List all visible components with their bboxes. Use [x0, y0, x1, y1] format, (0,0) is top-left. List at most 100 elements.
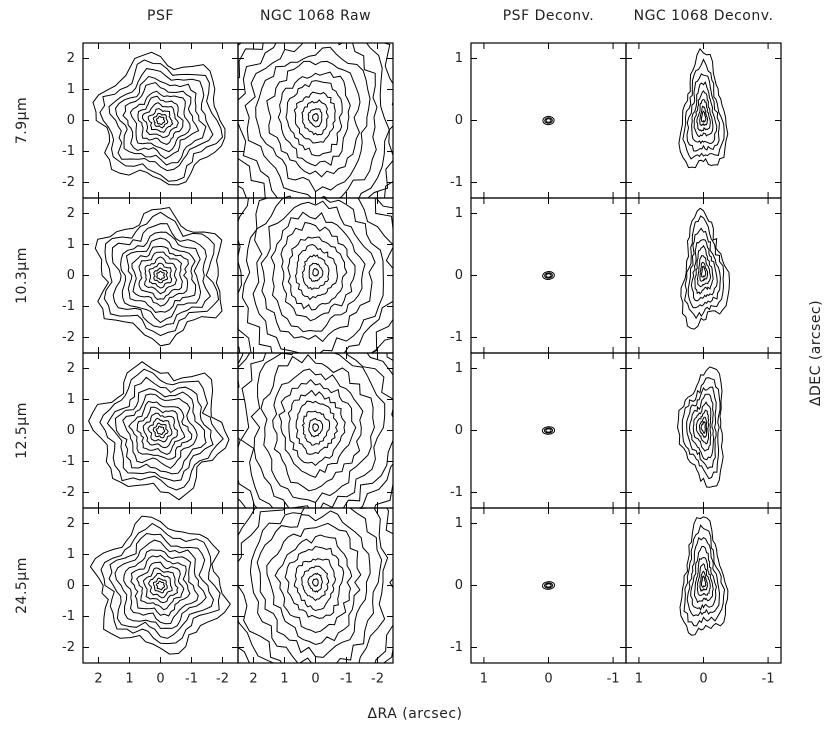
contour [293, 91, 336, 144]
contour [544, 272, 553, 279]
contour [542, 270, 555, 281]
x-tick-label: 1 [635, 672, 643, 687]
contour [155, 580, 166, 591]
contour [94, 206, 223, 347]
contour [238, 43, 390, 198]
contour [693, 90, 714, 138]
panel [238, 508, 393, 663]
y-tick-label: 0 [67, 578, 75, 593]
y-tick-label: -1 [62, 454, 75, 469]
panel-frame [625, 197, 782, 354]
contour [128, 400, 193, 460]
contour [250, 353, 386, 508]
panel [92, 51, 226, 186]
y-tick-label: -1 [62, 299, 75, 314]
x-tick-label: -1 [607, 672, 620, 687]
contour [686, 536, 721, 617]
column-title: PSF [147, 8, 174, 24]
row-label: 12.5μm [14, 402, 30, 459]
y-tick-label: 1 [67, 547, 75, 562]
contour [312, 423, 320, 433]
contour [692, 401, 712, 452]
y-tick-label: -2 [62, 175, 75, 190]
contour [545, 428, 552, 433]
panel-frame [82, 197, 239, 354]
y-tick-label: 1 [455, 516, 463, 531]
contour [238, 508, 393, 663]
x-tick-label: -1 [762, 672, 775, 687]
contour [260, 354, 375, 504]
contour [301, 565, 330, 602]
contour [142, 412, 179, 449]
contour [694, 244, 714, 295]
contour [545, 583, 552, 588]
contour [138, 251, 183, 300]
panel-frame [470, 352, 627, 509]
y-tick-label: 0 [67, 423, 75, 438]
y-tick-label: -1 [450, 485, 463, 500]
contour [103, 211, 220, 337]
panel [94, 206, 223, 347]
x-tick-label: 0 [699, 672, 707, 687]
y-tick-label: -1 [450, 330, 463, 345]
contour [130, 554, 191, 617]
contour [100, 522, 221, 645]
contour [114, 539, 207, 629]
y-tick-label: 0 [455, 578, 463, 593]
contour [252, 198, 384, 353]
x-tick-label: 2 [94, 672, 102, 687]
contour [238, 353, 393, 508]
row-label: 10.3μm [14, 247, 30, 304]
contour [156, 115, 166, 126]
contour [277, 71, 351, 167]
y-tick-label: 2 [67, 516, 75, 531]
contour [699, 105, 709, 127]
contour [136, 406, 186, 455]
y-tick-label: 1 [67, 82, 75, 97]
contour [681, 377, 721, 480]
contour [272, 368, 364, 492]
contour [99, 59, 224, 182]
y-tick-label: -1 [62, 144, 75, 159]
contour [155, 425, 166, 436]
contour [301, 99, 329, 136]
contour [679, 516, 729, 636]
y-tick-label: 0 [455, 423, 463, 438]
contour [238, 198, 393, 353]
contour [695, 409, 710, 445]
contour [255, 46, 371, 193]
contour [287, 389, 346, 467]
y-axis-label: ΔDEC (arcsec) [808, 300, 824, 406]
contour [114, 75, 207, 166]
panel [678, 47, 729, 169]
panel [541, 426, 555, 435]
contour [266, 60, 361, 178]
column-title: NGC 1068 Raw [260, 8, 371, 24]
x-tick-label: -1 [340, 672, 353, 687]
contour [295, 400, 339, 455]
contour [683, 524, 726, 627]
contour [111, 223, 212, 328]
contour [106, 376, 214, 482]
y-tick-label: 1 [455, 51, 463, 66]
contour [696, 254, 712, 288]
contour [699, 570, 709, 592]
y-tick-label: 0 [455, 268, 463, 283]
panel [542, 115, 555, 126]
contour [690, 545, 717, 611]
panel-frame [82, 352, 239, 509]
contour [676, 366, 724, 488]
y-tick-label: -1 [62, 609, 75, 624]
contour [686, 386, 717, 470]
contour [238, 508, 389, 663]
contour [545, 273, 552, 278]
contour [307, 572, 323, 593]
contour [696, 98, 711, 132]
row-label: 7.9μm [14, 97, 30, 144]
contour [266, 522, 362, 646]
contour [153, 267, 169, 284]
contour [152, 422, 169, 439]
panel [679, 516, 729, 636]
y-tick-label: 0 [67, 113, 75, 128]
